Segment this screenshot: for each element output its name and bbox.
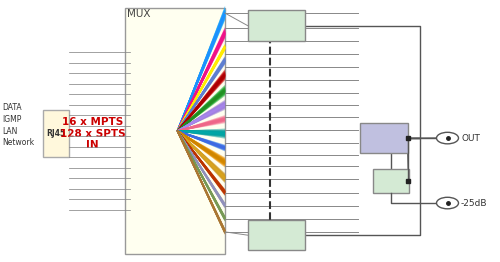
- Text: RJ45: RJ45: [46, 129, 65, 138]
- Text: MUX: MUX: [128, 9, 151, 19]
- Bar: [372, 169, 408, 193]
- Circle shape: [436, 197, 458, 209]
- Text: Network: Network: [2, 138, 34, 147]
- Text: OUT: OUT: [461, 134, 480, 143]
- Text: -25dB: -25dB: [378, 176, 403, 185]
- Bar: [248, 10, 305, 41]
- Text: Modulator
"16": Modulator "16": [256, 225, 298, 244]
- Text: IGMP: IGMP: [2, 115, 22, 124]
- Text: -25dB: -25dB: [461, 199, 487, 208]
- Text: Combiner: Combiner: [364, 134, 405, 143]
- Bar: [125, 8, 225, 254]
- Text: DATA: DATA: [2, 103, 22, 112]
- Text: 16 x MPTS
128 x SPTS
IN: 16 x MPTS 128 x SPTS IN: [60, 117, 126, 150]
- Circle shape: [436, 132, 458, 144]
- Bar: [360, 123, 408, 153]
- Bar: [42, 110, 68, 157]
- Text: LAN: LAN: [2, 127, 18, 135]
- Text: Modulator
"1": Modulator "1": [256, 15, 298, 35]
- Bar: [248, 220, 305, 250]
